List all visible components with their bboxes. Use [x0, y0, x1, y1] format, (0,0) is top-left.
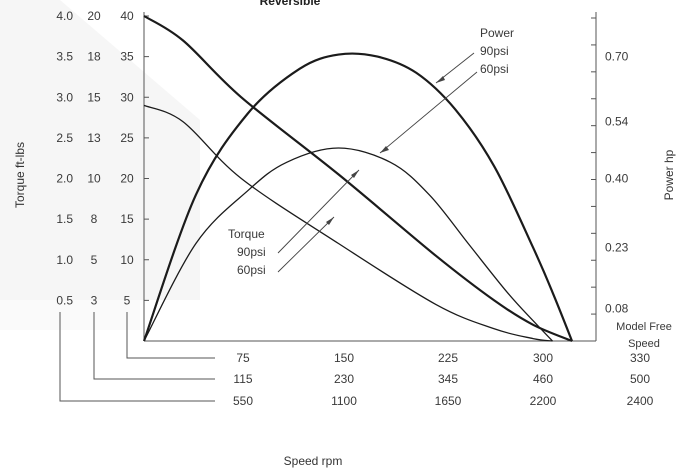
curves: [142, 15, 574, 343]
power-annotation-60psi: 60psi: [480, 62, 509, 76]
power-annotation-label: Power: [480, 26, 514, 40]
torque-60psi-curve: [143, 104, 553, 342]
torque-tick-label-col2: 10: [87, 172, 101, 186]
speed-row-2-label: 115: [233, 372, 252, 386]
power-tick-label: 0.70: [605, 50, 629, 64]
model-free-speed-label-line1: Model Free: [616, 321, 672, 333]
power-90-arrowhead: [436, 76, 445, 83]
torque-tick-label-col3: 5: [124, 293, 131, 307]
power-60-arrowhead: [380, 146, 389, 153]
torque-tick-label-col3: 15: [120, 212, 134, 226]
speed-row-1-label: 300: [533, 351, 553, 365]
torque-tick-label-col3: 25: [120, 131, 134, 145]
speed-row-1-label: 75: [236, 351, 250, 365]
power-ticks: [591, 17, 596, 342]
power-annotation-90psi: 90psi: [480, 44, 509, 58]
power-tick-labels: 0.08 0.23 0.40 0.54 0.70: [605, 50, 629, 316]
torque-annotation-60psi: 60psi: [237, 263, 266, 277]
torque-annotation: Torque 90psi 60psi: [228, 169, 360, 277]
model-free-speed-label-line2: Speed: [628, 338, 660, 350]
speed-row-1-label: 225: [438, 351, 458, 365]
torque-90-arrowhead: [351, 170, 359, 178]
torque-tick-label-col3: 40: [120, 9, 134, 23]
power-60psi-curve: [143, 147, 553, 342]
power-annotation: Power 90psi 60psi: [379, 26, 514, 154]
torque-tick-label-col1: 2.0: [56, 172, 73, 186]
torque-90psi-curve: [143, 15, 573, 343]
torque-tick-label-col2: 13: [87, 131, 101, 145]
speed-axis-title: Speed rpm: [284, 454, 343, 468]
speed-row-1-leader-line: [126, 312, 215, 359]
speed-row-1-label: 150: [334, 351, 354, 365]
torque-tick-label-col2: 15: [87, 90, 101, 104]
torque-60-arrow: [277, 216, 335, 273]
torque-tick-label-col1: 3.5: [56, 50, 73, 64]
torque-tick-label-col1: 1.0: [56, 253, 73, 267]
power-90psi-curve: [142, 52, 574, 342]
speed-row-2-leader-line: [93, 312, 215, 380]
torque-tick-label-col3: 30: [120, 90, 134, 104]
torque-tick-label-col2: 18: [87, 50, 101, 64]
power-60-arrow: [379, 71, 478, 154]
speed-row-3-label: 1650: [435, 394, 462, 408]
speed-row-2-label: 460: [533, 372, 553, 386]
torque-annotation-90psi: 90psi: [237, 245, 266, 259]
speed-row-1-label: 330: [630, 351, 650, 365]
torque-tick-label-col2: 8: [91, 212, 98, 226]
speed-row-2-label: 345: [438, 372, 458, 386]
speed-row-2-label: 230: [334, 372, 354, 386]
torque-60-arrowhead: [326, 217, 334, 225]
power-tick-label: 0.40: [605, 172, 629, 186]
speed-row-3-label: 2200: [530, 394, 557, 408]
torque-tick-label-col1: 4.0: [56, 9, 73, 23]
torque-axis-title: Torque ft-lbs: [13, 142, 27, 208]
torque-tick-label-col1: 0.5: [56, 293, 73, 307]
torque-tick-label-col3: 10: [120, 253, 134, 267]
speed-row-3-label: 1100: [331, 394, 357, 408]
torque-tick-labels: 0.5 3 51.0 5 101.5 8 152.0 10 202.5 13 253.0 15 303.…: [56, 9, 134, 307]
torque-tick-label-col3: 20: [120, 172, 134, 186]
torque-90-arrow: [277, 169, 360, 254]
torque-annotation-label: Torque: [228, 227, 265, 241]
power-axis-title: Power hp: [662, 149, 676, 200]
axes: [143, 12, 597, 342]
speed-row-3-leader-line: [59, 312, 215, 402]
power-tick-label: 0.08: [605, 302, 629, 316]
torque-tick-label-col2: 20: [87, 9, 101, 23]
power-tick-label: 0.23: [605, 241, 629, 255]
speed-row-2-label: 500: [630, 372, 650, 386]
power-tick-label: 0.54: [605, 115, 629, 129]
torque-tick-label-col1: 2.5: [56, 131, 73, 145]
torque-tick-label-col2: 3: [91, 293, 98, 307]
speed-row-3-label: 550: [233, 394, 253, 408]
speed-scales: 75 150 225 300 330 115 230 345 460 500 550 1100 1650…: [59, 312, 654, 408]
torque-tick-label-col1: 3.0: [56, 90, 73, 104]
torque-tick-label-col1: 1.5: [56, 212, 73, 226]
speed-row-3-label: 2400: [627, 394, 654, 408]
background-decoration: [0, 0, 200, 330]
torque-tick-label-col3: 35: [120, 50, 134, 64]
torque-tick-label-col2: 5: [91, 253, 98, 267]
chart-title: Reversible: [260, 0, 321, 8]
